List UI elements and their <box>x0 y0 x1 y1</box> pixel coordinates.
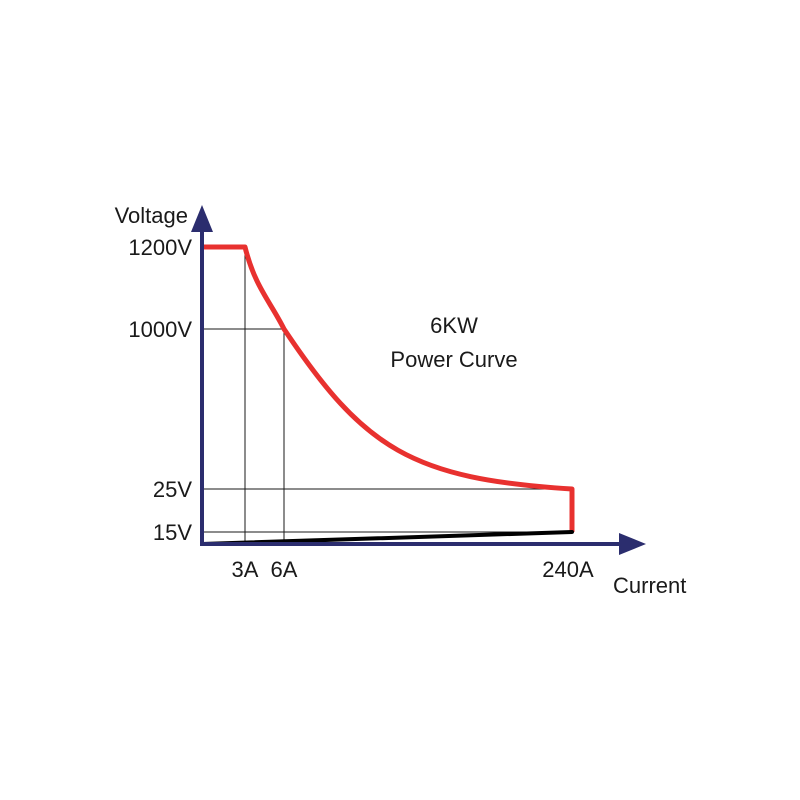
x-tick-label-6a: 6A <box>271 557 298 582</box>
x-axis-arrow <box>619 533 646 555</box>
y-tick-label-1200v: 1200V <box>128 235 192 260</box>
y-axis-arrow <box>191 205 213 232</box>
x-axis-title: Current <box>613 573 686 598</box>
y-axis-title: Voltage <box>115 203 188 228</box>
chart-subtitle: Power Curve <box>390 347 517 372</box>
y-tick-label-1000v: 1000V <box>128 317 192 342</box>
guide-lines <box>202 247 572 544</box>
chart-title: 6KW <box>430 313 478 338</box>
y-tick-label-25v: 25V <box>153 477 192 502</box>
y-tick-label-15v: 15V <box>153 520 192 545</box>
power-curve-line <box>202 244 575 532</box>
x-tick-label-240a: 240A <box>542 557 594 582</box>
x-tick-label-3a: 3A <box>232 557 259 582</box>
